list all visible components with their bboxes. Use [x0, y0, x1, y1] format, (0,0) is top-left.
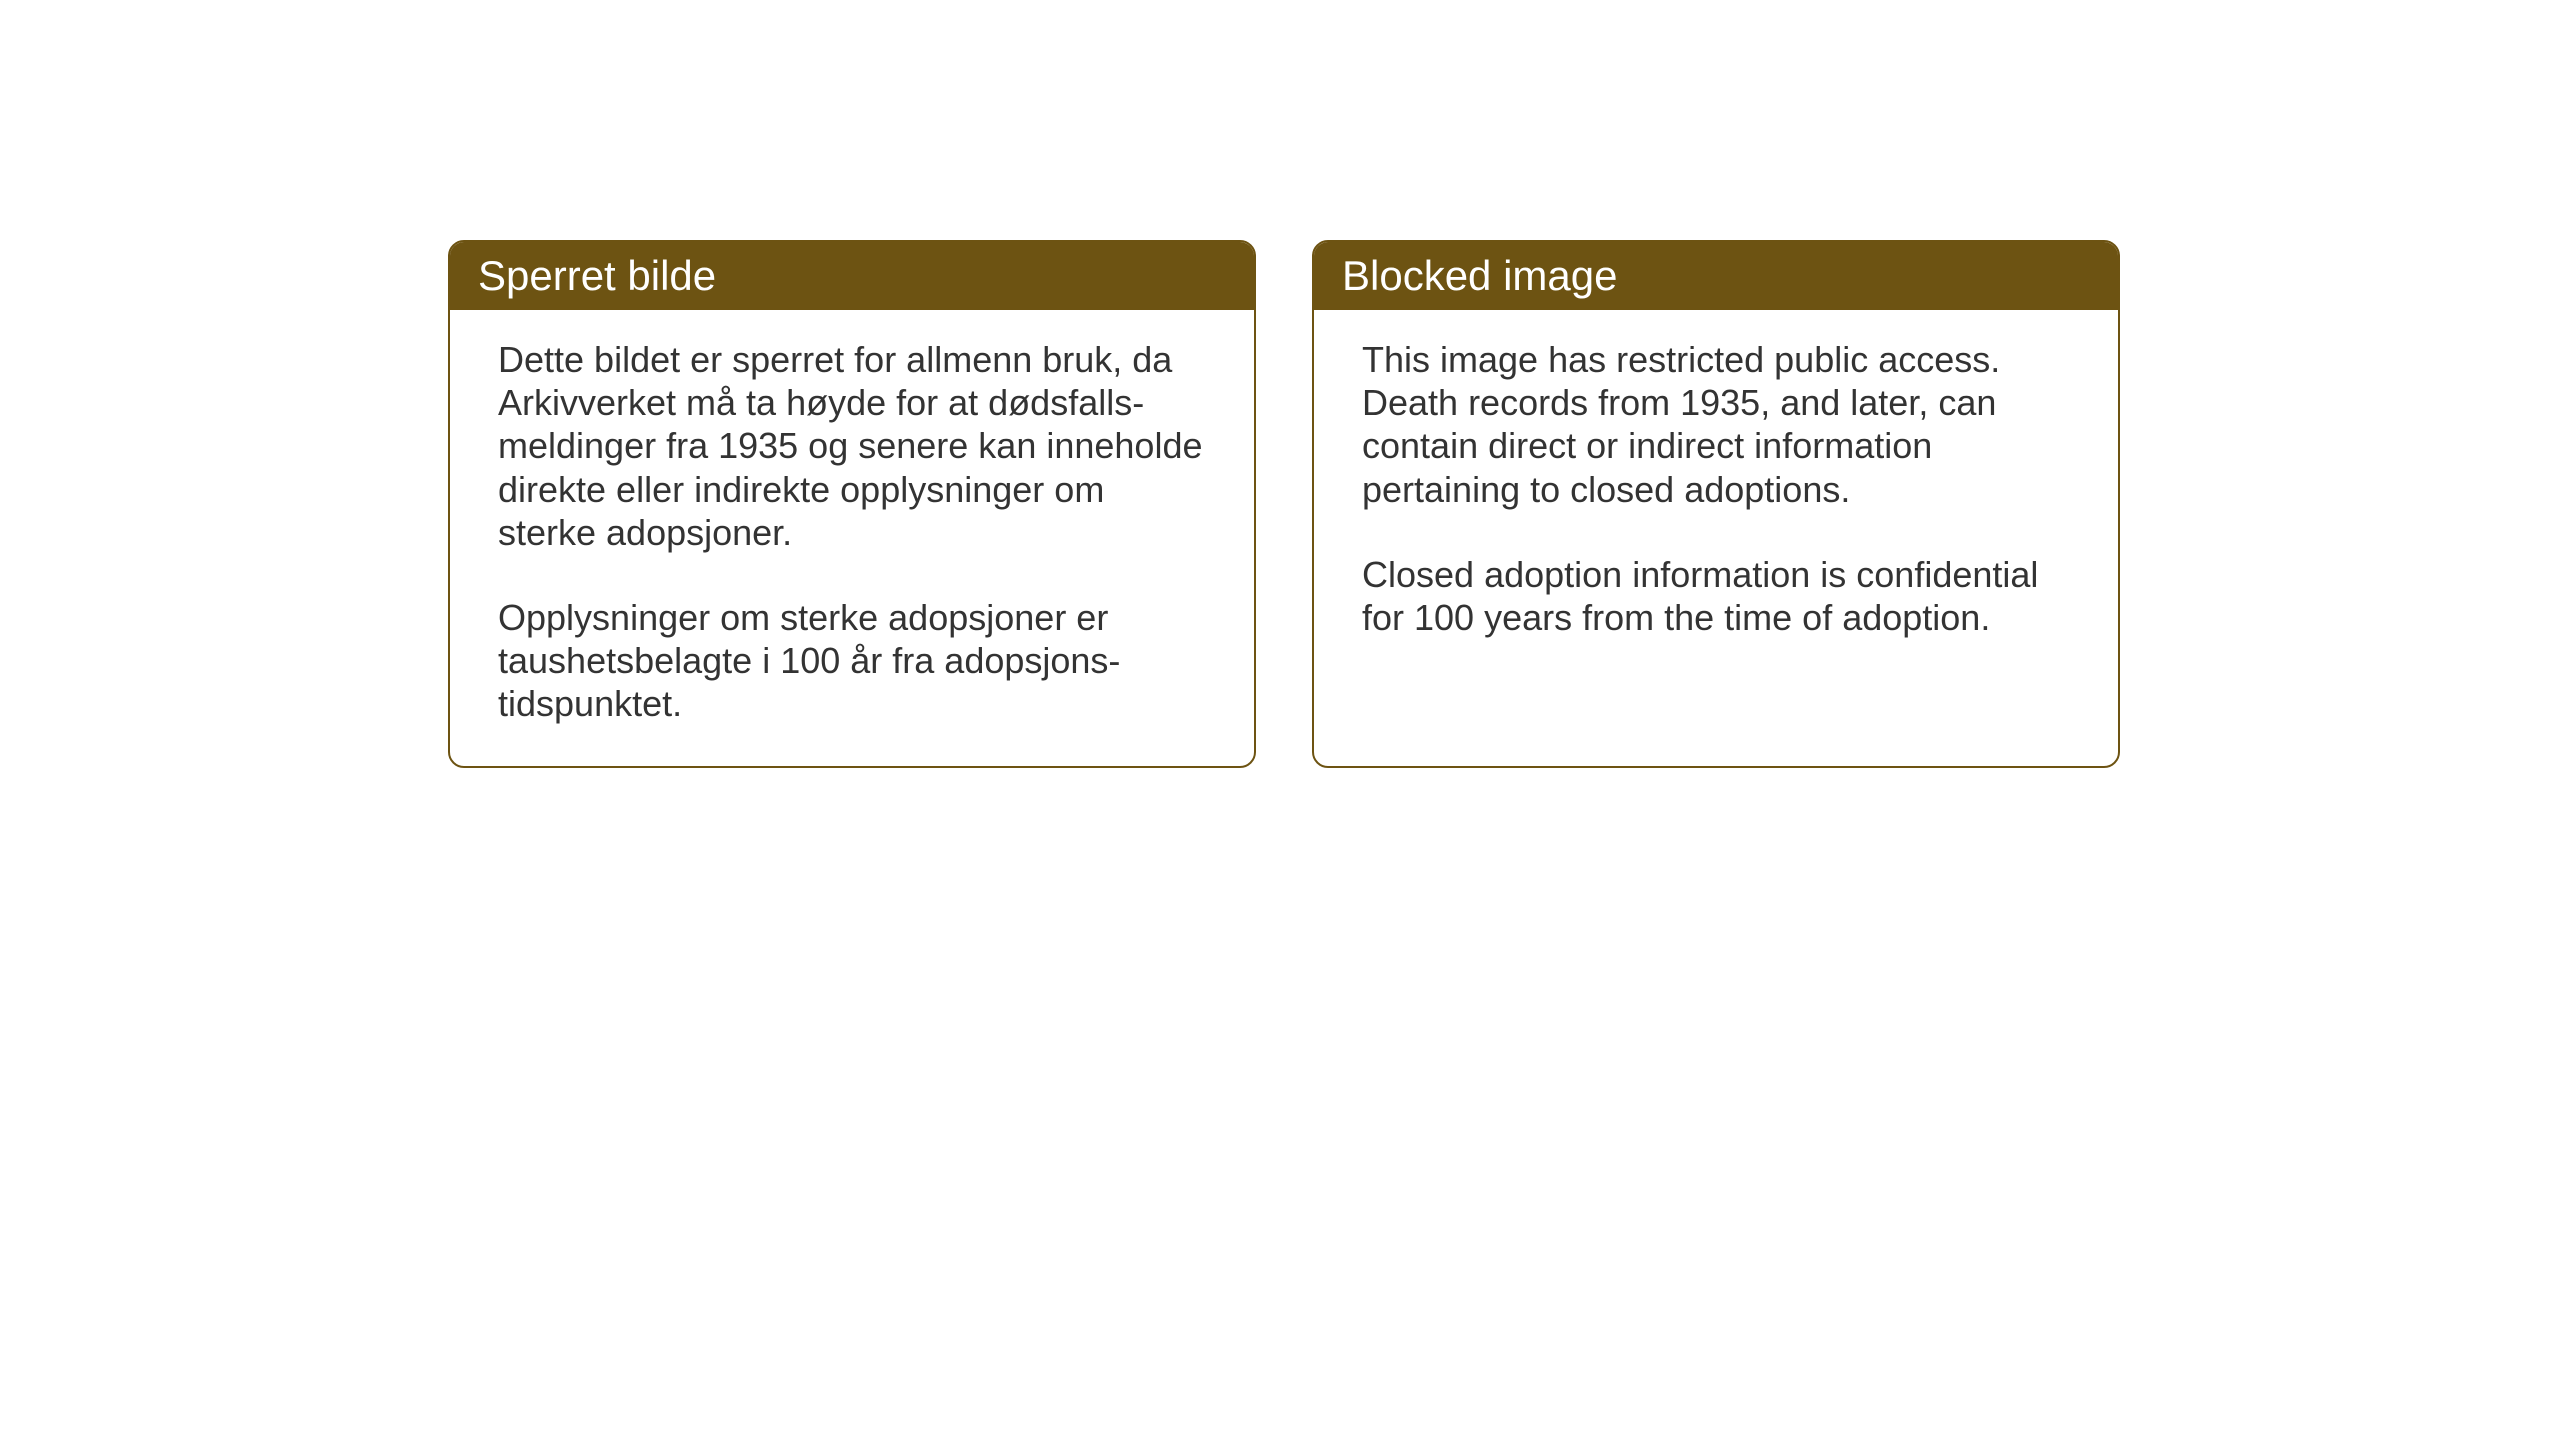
notice-paragraph: Closed adoption information is confident… [1362, 553, 2070, 639]
notice-container: Sperret bilde Dette bildet er sperret fo… [448, 240, 2120, 768]
notice-paragraph: Opplysninger om sterke adopsjoner er tau… [498, 596, 1206, 726]
notice-paragraph: This image has restricted public access.… [1362, 338, 2070, 511]
notice-title: Blocked image [1342, 252, 1617, 299]
notice-body-english: This image has restricted public access.… [1314, 310, 2118, 679]
notice-title: Sperret bilde [478, 252, 716, 299]
notice-card-norwegian: Sperret bilde Dette bildet er sperret fo… [448, 240, 1256, 768]
notice-paragraph: Dette bildet er sperret for allmenn bruk… [498, 338, 1206, 554]
notice-header-english: Blocked image [1314, 242, 2118, 310]
notice-header-norwegian: Sperret bilde [450, 242, 1254, 310]
notice-body-norwegian: Dette bildet er sperret for allmenn bruk… [450, 310, 1254, 766]
notice-card-english: Blocked image This image has restricted … [1312, 240, 2120, 768]
